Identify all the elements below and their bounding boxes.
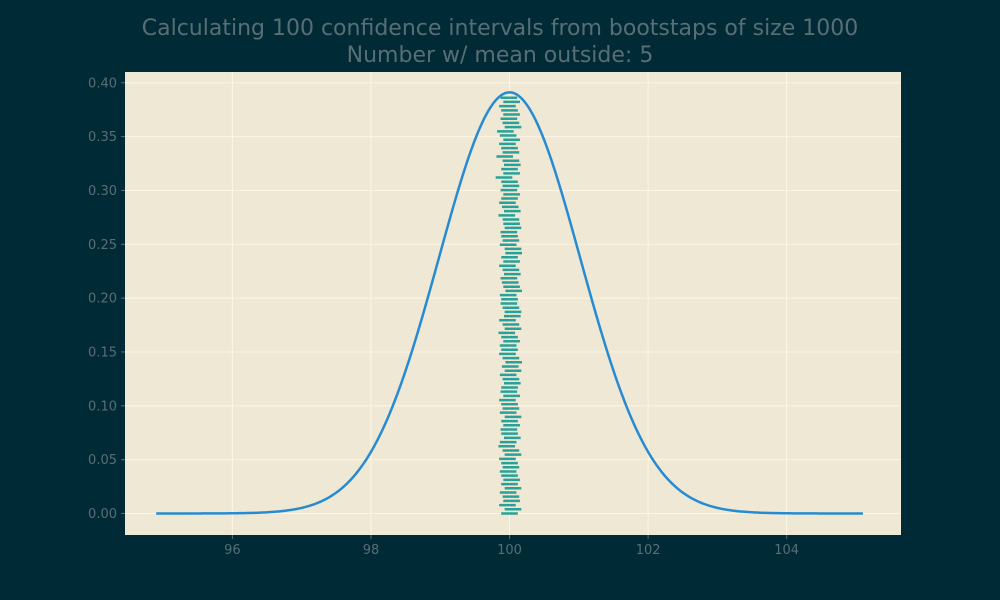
y-tick-label: 0.05 — [88, 453, 117, 468]
normal-curve-line — [156, 91, 863, 515]
x-tick-label: 98 — [363, 543, 380, 558]
y-tick-label: 0.15 — [88, 345, 117, 360]
x-tick-label: 100 — [497, 543, 522, 558]
x-tick-label: 96 — [224, 543, 241, 558]
chart-subtitle: Number w/ mean outside: 5 — [346, 43, 654, 68]
x-tick-label: 102 — [636, 543, 661, 558]
axis-ticks: 96 98 100 102 104 0.00 0.05 0.10 0.15 0.20 0.25 0.3… — [88, 76, 799, 558]
y-tick-label: 0.25 — [88, 238, 117, 253]
confidence-intervals — [495, 96, 523, 515]
y-tick-label: 0.00 — [88, 507, 117, 522]
y-tick-label: 0.40 — [88, 76, 117, 91]
y-tick-label: 0.30 — [88, 184, 117, 199]
x-tick-label: 104 — [774, 543, 799, 558]
y-tick-label: 0.35 — [88, 130, 117, 145]
y-tick-label: 0.20 — [88, 292, 117, 307]
y-tick-label: 0.10 — [88, 399, 117, 414]
chart-title: Calculating 100 confidence intervals fro… — [141, 16, 859, 41]
